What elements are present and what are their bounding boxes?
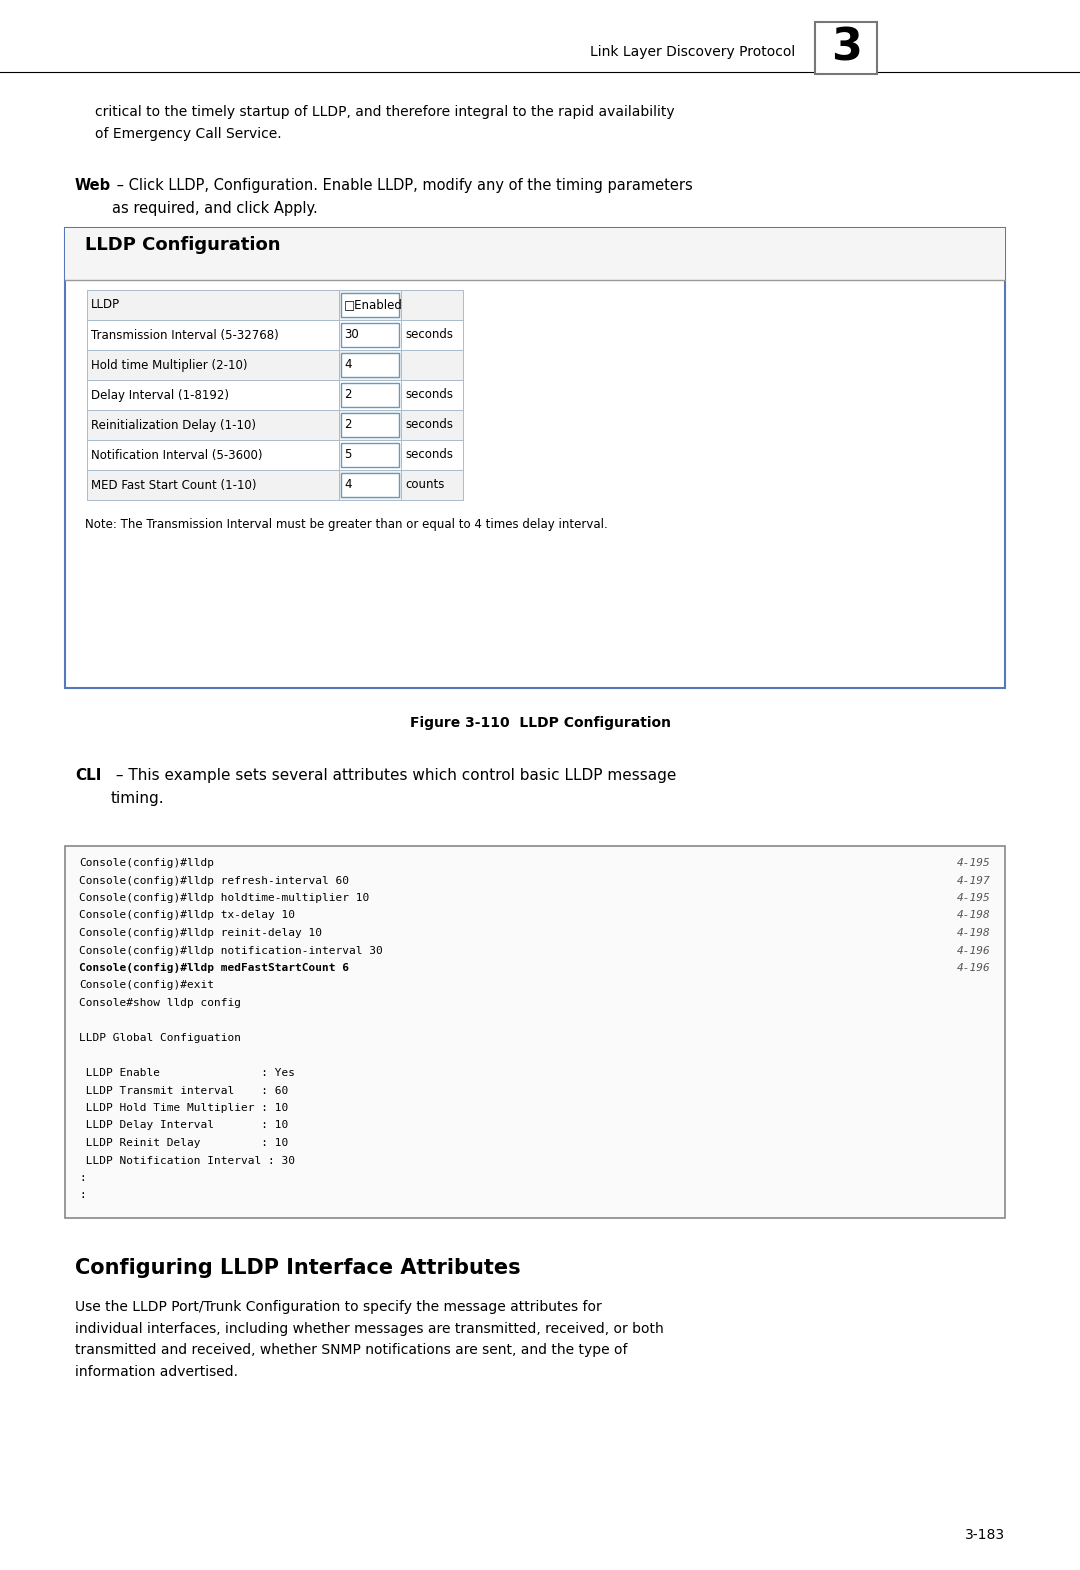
Text: 3-183: 3-183 <box>964 1528 1005 1542</box>
Text: Use the LLDP Port/Trunk Configuration to specify the message attributes for
indi: Use the LLDP Port/Trunk Configuration to… <box>75 1300 664 1378</box>
Bar <box>87 320 463 350</box>
Text: 4: 4 <box>345 479 351 491</box>
Text: Console(config)#lldp tx-delay 10: Console(config)#lldp tx-delay 10 <box>79 911 295 920</box>
Text: Delay Interval (1-8192): Delay Interval (1-8192) <box>91 388 229 402</box>
Text: 30: 30 <box>345 328 359 342</box>
Bar <box>341 294 399 317</box>
Text: 4-196: 4-196 <box>957 962 991 973</box>
Text: – Click LLDP, Configuration. Enable LLDP, modify any of the timing parameters
as: – Click LLDP, Configuration. Enable LLDP… <box>112 177 692 217</box>
Bar <box>341 383 399 407</box>
Text: 4-196: 4-196 <box>957 945 991 956</box>
Text: :: : <box>79 1190 85 1201</box>
Text: seconds: seconds <box>405 449 453 462</box>
Text: Console(config)#lldp notification-interval 30: Console(config)#lldp notification-interv… <box>79 945 382 956</box>
Text: seconds: seconds <box>405 328 453 342</box>
Bar <box>87 350 463 380</box>
Text: counts: counts <box>405 479 444 491</box>
Bar <box>87 469 463 499</box>
Bar <box>87 410 463 440</box>
Bar <box>815 22 877 74</box>
Text: LLDP Global Configuation: LLDP Global Configuation <box>79 1033 241 1042</box>
Bar <box>65 846 1005 1218</box>
Text: seconds: seconds <box>405 388 453 402</box>
Bar <box>87 469 463 499</box>
Bar <box>87 380 463 410</box>
Bar <box>341 413 399 436</box>
Text: Console(config)#lldp holdtime-multiplier 10: Console(config)#lldp holdtime-multiplier… <box>79 893 369 903</box>
Bar <box>341 473 399 498</box>
Text: Note: The Transmission Interval must be greater than or equal to 4 times delay i: Note: The Transmission Interval must be … <box>85 518 608 531</box>
Text: Configuring LLDP Interface Attributes: Configuring LLDP Interface Attributes <box>75 1258 521 1278</box>
Text: 4-198: 4-198 <box>957 911 991 920</box>
Text: Reinitialization Delay (1-10): Reinitialization Delay (1-10) <box>91 419 256 432</box>
Text: 2: 2 <box>345 388 351 402</box>
Text: LLDP Configuration: LLDP Configuration <box>85 236 281 254</box>
Text: Transmission Interval (5-32768): Transmission Interval (5-32768) <box>91 328 279 342</box>
Text: LLDP Notification Interval : 30: LLDP Notification Interval : 30 <box>79 1156 295 1165</box>
Text: critical to the timely startup of LLDP, and therefore integral to the rapid avai: critical to the timely startup of LLDP, … <box>95 105 675 141</box>
Bar <box>341 443 399 466</box>
Text: 4-198: 4-198 <box>957 928 991 937</box>
Text: Web: Web <box>75 177 111 193</box>
Text: seconds: seconds <box>405 419 453 432</box>
Bar <box>87 410 463 440</box>
Text: 3: 3 <box>831 27 862 69</box>
Text: □Enabled: □Enabled <box>345 298 403 311</box>
Bar <box>65 228 1005 688</box>
Text: LLDP Reinit Delay         : 10: LLDP Reinit Delay : 10 <box>79 1138 288 1148</box>
Text: 4-195: 4-195 <box>957 857 991 868</box>
Text: Console(config)#lldp reinit-delay 10: Console(config)#lldp reinit-delay 10 <box>79 928 322 937</box>
Bar <box>87 440 463 469</box>
Text: 2: 2 <box>345 419 351 432</box>
Text: Notification Interval (5-3600): Notification Interval (5-3600) <box>91 449 262 462</box>
Bar <box>341 323 399 347</box>
Text: Link Layer Discovery Protocol: Link Layer Discovery Protocol <box>590 46 795 60</box>
Bar <box>87 290 463 320</box>
Text: LLDP Delay Interval       : 10: LLDP Delay Interval : 10 <box>79 1121 288 1130</box>
Text: CLI: CLI <box>75 768 102 783</box>
Text: MED Fast Start Count (1-10): MED Fast Start Count (1-10) <box>91 479 257 491</box>
Text: Hold time Multiplier (2-10): Hold time Multiplier (2-10) <box>91 358 247 372</box>
Text: :: : <box>79 1173 85 1184</box>
Bar <box>341 353 399 377</box>
Text: 4: 4 <box>345 358 351 372</box>
Text: – This example sets several attributes which control basic LLDP message
timing.: – This example sets several attributes w… <box>111 768 676 807</box>
Bar <box>87 380 463 410</box>
Text: 4-195: 4-195 <box>957 893 991 903</box>
Text: Figure 3-110  LLDP Configuration: Figure 3-110 LLDP Configuration <box>409 716 671 730</box>
Text: 4-197: 4-197 <box>957 876 991 885</box>
Bar <box>87 350 463 380</box>
Text: LLDP Hold Time Multiplier : 10: LLDP Hold Time Multiplier : 10 <box>79 1104 288 1113</box>
Text: Console(config)#lldp medFastStartCount 6: Console(config)#lldp medFastStartCount 6 <box>79 962 349 973</box>
Text: Console(config)#lldp refresh-interval 60: Console(config)#lldp refresh-interval 60 <box>79 876 349 885</box>
Bar <box>65 228 1005 279</box>
Text: Console(config)#lldp: Console(config)#lldp <box>79 857 214 868</box>
Text: Console#show lldp config: Console#show lldp config <box>79 999 241 1008</box>
Text: Console(config)#exit: Console(config)#exit <box>79 981 214 991</box>
Text: 5: 5 <box>345 449 351 462</box>
Text: LLDP Transmit interval    : 60: LLDP Transmit interval : 60 <box>79 1085 288 1096</box>
Bar <box>87 440 463 469</box>
Bar <box>87 290 463 320</box>
Text: LLDP Enable               : Yes: LLDP Enable : Yes <box>79 1068 295 1079</box>
Text: LLDP: LLDP <box>91 298 120 311</box>
Bar <box>87 320 463 350</box>
